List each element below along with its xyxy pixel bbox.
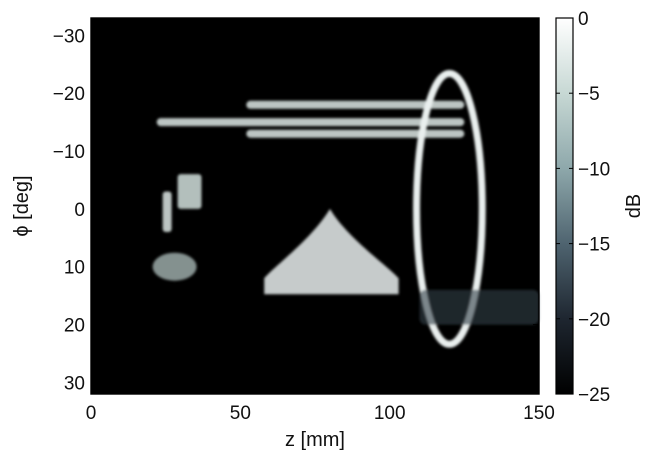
feature-bar [246, 100, 465, 109]
colorbar [555, 17, 574, 395]
feature-block [177, 174, 202, 209]
x-tick-label: 0 [86, 403, 97, 424]
colorbar-tick-label: 0 [578, 9, 589, 30]
y-axis-label: ϕ [deg] [11, 175, 33, 236]
colorbar-label: dB [623, 194, 645, 218]
x-tick-label: 150 [523, 403, 555, 424]
feature-column [162, 191, 172, 233]
colorbar-tick-label: −10 [578, 159, 610, 180]
x-tick-label: 50 [230, 403, 251, 424]
feature-clutter [419, 289, 539, 325]
y-tick-label: 10 [64, 258, 85, 279]
y-tick-label: −30 [53, 26, 85, 47]
x-ticks: 0 50 100 150 [86, 18, 555, 424]
colorbar-tick-label: −25 [578, 385, 610, 406]
x-tick-label: 100 [374, 403, 406, 424]
y-tick-label: 20 [64, 316, 85, 337]
feature-blob [152, 252, 197, 281]
plot-frame [90, 17, 540, 395]
image-features [152, 70, 539, 348]
plot-area [91, 18, 539, 394]
y-tick-label: −10 [53, 142, 85, 163]
feature-bar [156, 118, 465, 127]
y-ticks: −30 −20 −10 0 10 20 30 [53, 26, 539, 394]
feature-ring [413, 70, 486, 348]
colorbar-tick-label: −5 [578, 84, 600, 105]
y-tick-label: 30 [64, 373, 85, 394]
y-tick-label: −20 [53, 84, 85, 105]
colorbar-tick-label: −15 [578, 235, 610, 256]
colorbar-ticks: 0 −5 −10 −15 −20 −25 [556, 9, 610, 406]
y-tick-label: 0 [74, 200, 85, 221]
feature-bar [246, 129, 465, 138]
colorbar-tick-label: −20 [578, 310, 610, 331]
x-axis-label: z [mm] [285, 429, 345, 451]
feature-cone [264, 208, 399, 295]
